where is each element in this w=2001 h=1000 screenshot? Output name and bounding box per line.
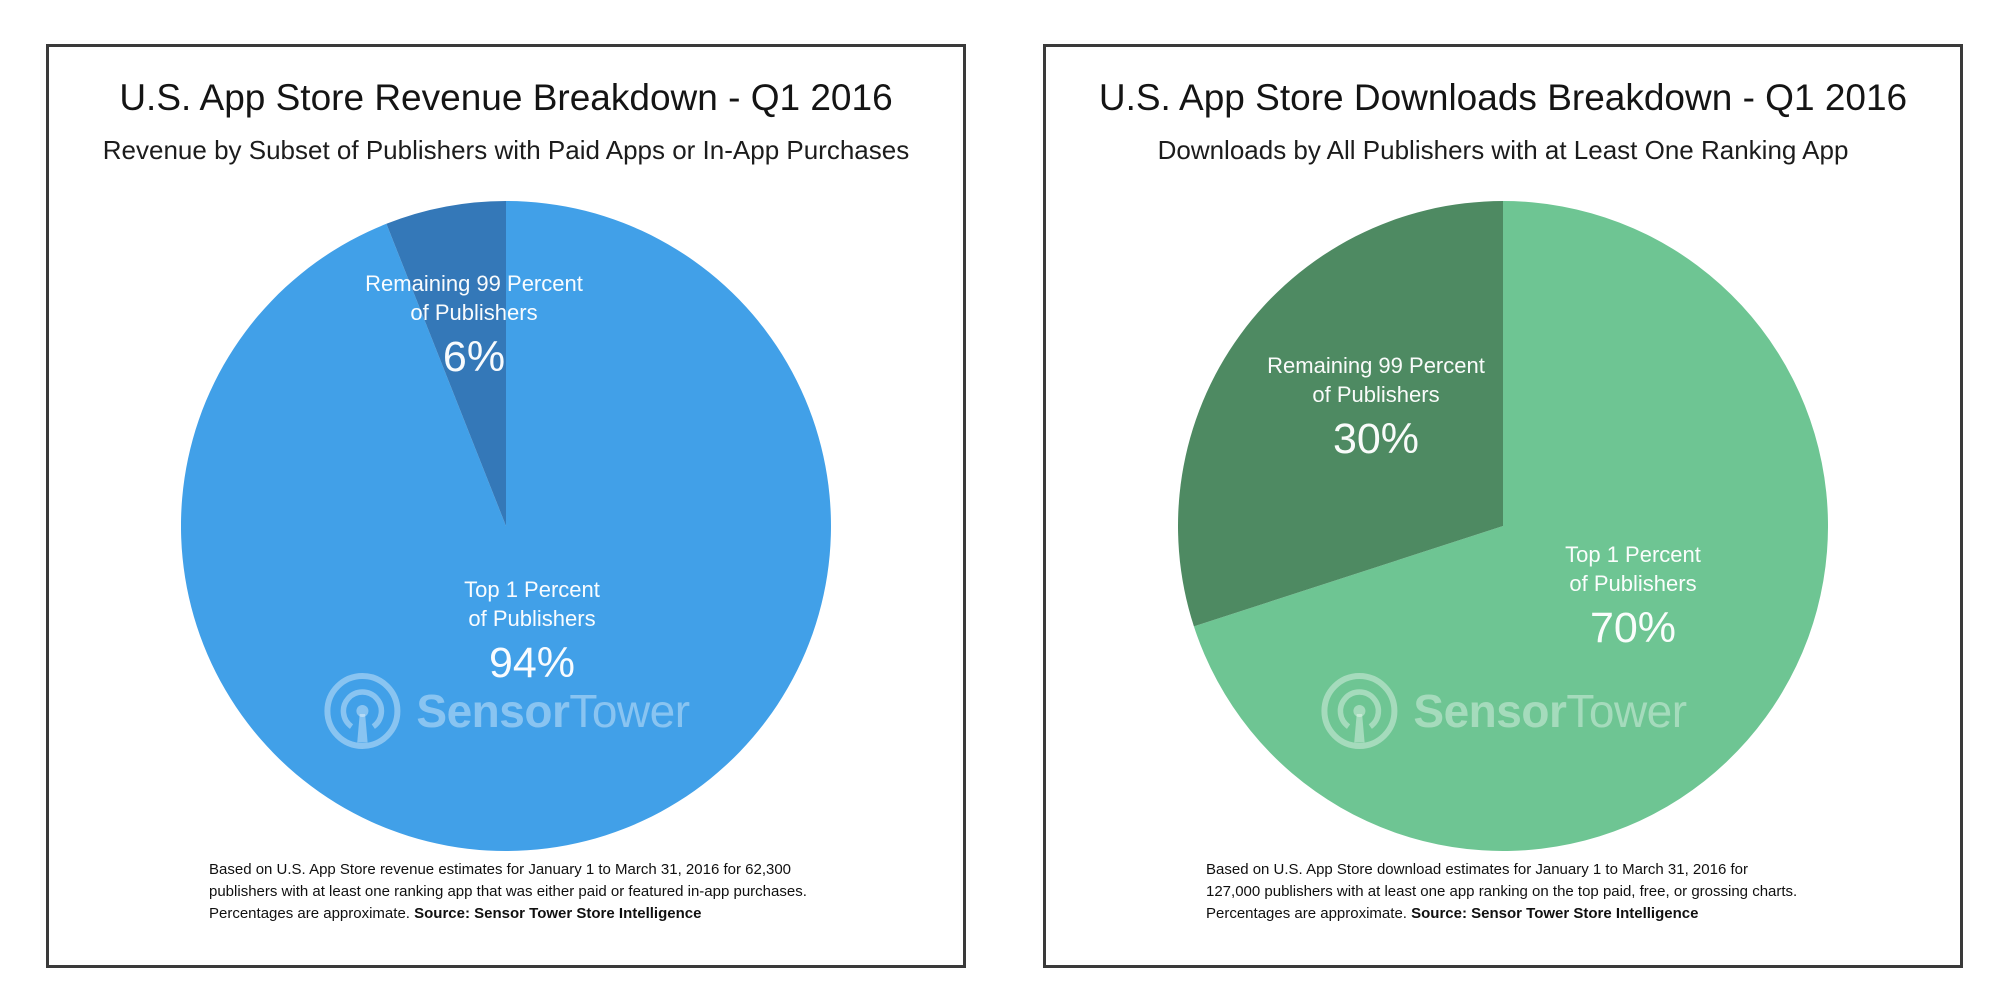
footnote-text: Percentages are approximate. [1206,905,1412,922]
slice-label-line: of Publishers [1312,382,1440,407]
footnote-line: Based on U.S. App Store download estimat… [1206,861,1748,878]
page-title: U.S. App Store Revenue Breakdown - Q1 20… [119,77,893,118]
footnote-text: Percentages are approximate. [209,905,415,922]
slice-label-line: Top 1 Percent [1565,542,1701,567]
brand-watermark: SensorTower [1319,671,1687,751]
pie-slice-top1 [1193,201,1828,851]
slice-label-line: Remaining 99 Percent [365,271,583,296]
slice-label-remaining99: Remaining 99 Percent of Publishers 6% [365,269,583,382]
slice-label-line: Remaining 99 Percent [1267,353,1485,378]
pie-chart-revenue: Remaining 99 Percent of Publishers 6% To… [181,201,831,851]
footnote-line: publishers with at least one ranking app… [209,883,807,900]
slice-percentage: 94% [488,639,576,687]
pie-slice-top1 [181,201,831,851]
footnote-line: 127,000 publishers with at least one app… [1206,883,1798,900]
brand-light: Tower [1566,685,1687,737]
sensor-tower-logo-icon [1321,673,1398,749]
chart-subtitle: Downloads by All Publishers with at Leas… [1157,135,1849,165]
revenue-chart-panel: U.S. App Store Revenue Breakdown - Q1 20… [46,44,966,968]
footnote-source: Source: Sensor Tower Store Intelligence [414,905,702,922]
pie-svg [181,201,831,851]
brand-watermark: SensorTower [322,671,690,751]
source-footnote: Based on U.S. App Store download estimat… [1206,859,1797,925]
sensor-tower-logo-icon [324,673,401,749]
brand-bold: Sensor [416,685,570,737]
footnote-source: Source: Sensor Tower Store Intelligence [1411,905,1699,922]
pie-chart-downloads: Remaining 99 Percent of Publishers 30% T… [1178,201,1828,851]
brand-wordmark: SensorTower [416,684,690,738]
footnote-line: Percentages are approximate. Source: Sen… [1206,903,1797,925]
slice-label-line: of Publishers [1569,571,1697,596]
slice-label-remaining99: Remaining 99 Percent of Publishers 30% [1267,351,1485,464]
brand-bold: Sensor [1413,685,1567,737]
chart-subtitle: Revenue by Subset of Publishers with Pai… [102,135,910,165]
brand-wordmark: SensorTower [1413,684,1687,738]
footnote-line: Based on U.S. App Store revenue estimate… [209,861,792,878]
slice-label-top1: Top 1 Percent of Publishers 70% [1565,540,1701,653]
pie-slice-remaining99 [1178,201,1503,627]
downloads-chart-panel: U.S. App Store Downloads Breakdown - Q1 … [1043,44,1963,968]
slice-label-line: of Publishers [468,606,596,631]
slice-label-line: Top 1 Percent [464,577,600,602]
slice-percentage: 6% [442,333,506,381]
slice-label-top1: Top 1 Percent of Publishers 94% [464,575,600,688]
slice-label-line: of Publishers [410,300,538,325]
footnote-line: Percentages are approximate. Source: Sen… [209,903,807,925]
pie-svg [1178,201,1828,851]
slice-percentage: 30% [1332,415,1420,463]
slice-percentage: 70% [1589,604,1677,652]
brand-light: Tower [569,685,690,737]
pie-slice-remaining99 [386,201,506,526]
source-footnote: Based on U.S. App Store revenue estimate… [209,859,807,925]
page-title: U.S. App Store Downloads Breakdown - Q1 … [1098,77,1908,118]
